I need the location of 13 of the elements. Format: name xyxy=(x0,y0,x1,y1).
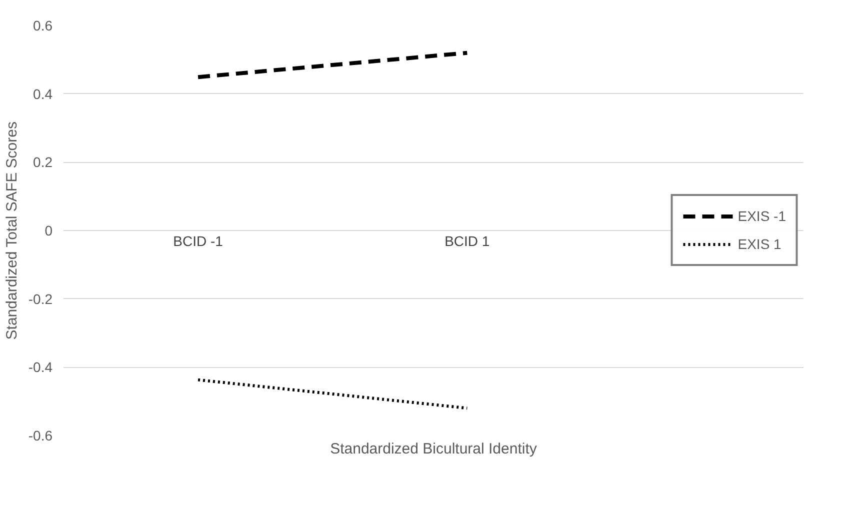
y-tick-label: 0.2 xyxy=(33,154,53,170)
x-tick-label: BCID -1 xyxy=(173,232,224,249)
y-tick-label: 0.6 xyxy=(33,18,53,34)
y-tick-label: -0.6 xyxy=(28,428,53,444)
x-axis-title: Standardized Bicultural Identity xyxy=(330,440,538,458)
x-tick-label: BCID 1 xyxy=(444,232,490,249)
y-axis-title: Standardized Total SAFE Scores xyxy=(3,122,20,340)
y-tick-label: -0.4 xyxy=(28,359,53,376)
legend-label: EXIS 1 xyxy=(738,236,782,252)
y-tick-label: 0.4 xyxy=(33,86,53,102)
y-tick-label: 0 xyxy=(44,222,53,238)
legend-label: EXIS -1 xyxy=(738,208,786,224)
y-tick-label: -0.2 xyxy=(28,290,53,307)
